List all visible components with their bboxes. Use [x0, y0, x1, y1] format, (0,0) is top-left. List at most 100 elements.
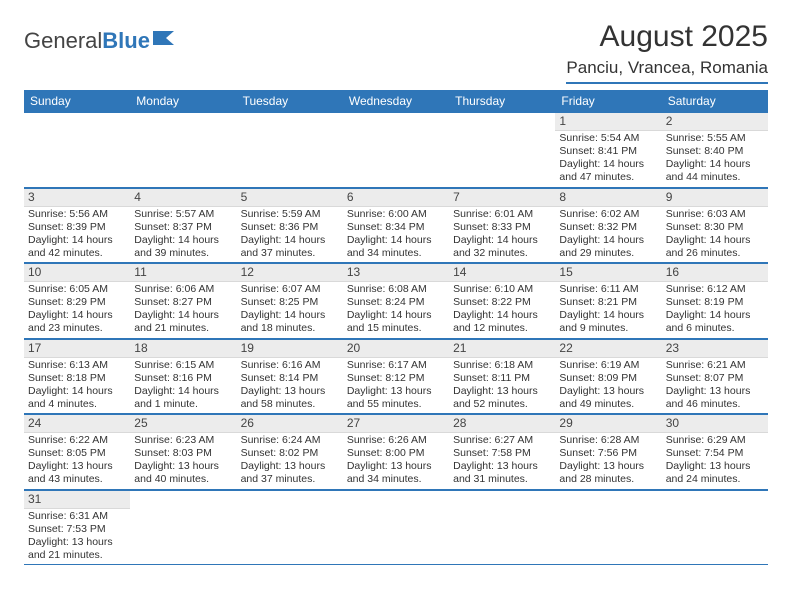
- day-number: 2: [662, 113, 768, 131]
- calendar-grid: SundayMondayTuesdayWednesdayThursdayFrid…: [24, 90, 768, 565]
- day-cell: 11Sunrise: 6:06 AMSunset: 8:27 PMDayligh…: [130, 264, 236, 338]
- day-info-line: Sunset: 8:09 PM: [555, 372, 661, 385]
- day-info-line: Sunset: 8:30 PM: [662, 221, 768, 234]
- day-number: 10: [24, 264, 130, 282]
- dow-cell: Monday: [130, 90, 236, 112]
- day-cell: 15Sunrise: 6:11 AMSunset: 8:21 PMDayligh…: [555, 264, 661, 338]
- day-cell: 19Sunrise: 6:16 AMSunset: 8:14 PMDayligh…: [237, 340, 343, 414]
- day-info-line: Sunrise: 6:21 AM: [662, 359, 768, 372]
- day-number: 5: [237, 189, 343, 207]
- day-info-line: Sunrise: 6:08 AM: [343, 283, 449, 296]
- day-info-line: Daylight: 14 hours: [24, 234, 130, 247]
- day-info-line: Sunrise: 6:12 AM: [662, 283, 768, 296]
- day-number: 15: [555, 264, 661, 282]
- day-number: 24: [24, 415, 130, 433]
- day-info-line: Daylight: 14 hours: [130, 309, 236, 322]
- day-number: 6: [343, 189, 449, 207]
- day-info-line: Sunset: 8:21 PM: [555, 296, 661, 309]
- day-info-line: Daylight: 14 hours: [662, 158, 768, 171]
- day-info-line: and 44 minutes.: [662, 171, 768, 184]
- day-info-line: Sunset: 7:54 PM: [662, 447, 768, 460]
- day-info-line: and 43 minutes.: [24, 473, 130, 486]
- day-info-line: Daylight: 13 hours: [130, 460, 236, 473]
- day-info-line: Daylight: 13 hours: [449, 460, 555, 473]
- day-info-line: Daylight: 14 hours: [130, 385, 236, 398]
- dow-header-row: SundayMondayTuesdayWednesdayThursdayFrid…: [24, 90, 768, 112]
- dow-cell: Friday: [555, 90, 661, 112]
- day-number: 28: [449, 415, 555, 433]
- day-number: 11: [130, 264, 236, 282]
- day-info-line: Sunset: 8:02 PM: [237, 447, 343, 460]
- day-info-line: and 37 minutes.: [237, 247, 343, 260]
- day-info-line: Sunset: 8:14 PM: [237, 372, 343, 385]
- day-info-line: Sunrise: 6:00 AM: [343, 208, 449, 221]
- day-info-line: Sunrise: 5:55 AM: [662, 132, 768, 145]
- day-info-line: and 42 minutes.: [24, 247, 130, 260]
- day-cell: 8Sunrise: 6:02 AMSunset: 8:32 PMDaylight…: [555, 189, 661, 263]
- dow-cell: Wednesday: [343, 90, 449, 112]
- day-info-line: and 32 minutes.: [449, 247, 555, 260]
- day-cell: 21Sunrise: 6:18 AMSunset: 8:11 PMDayligh…: [449, 340, 555, 414]
- day-cell: [130, 113, 236, 187]
- day-cell: 1Sunrise: 5:54 AMSunset: 8:41 PMDaylight…: [555, 113, 661, 187]
- day-number: 20: [343, 340, 449, 358]
- day-info-line: Sunset: 8:40 PM: [662, 145, 768, 158]
- day-info-line: Sunset: 8:37 PM: [130, 221, 236, 234]
- day-info-line: Daylight: 14 hours: [237, 309, 343, 322]
- day-cell: 14Sunrise: 6:10 AMSunset: 8:22 PMDayligh…: [449, 264, 555, 338]
- day-number: 7: [449, 189, 555, 207]
- day-info-line: Sunset: 8:18 PM: [24, 372, 130, 385]
- day-info-line: Sunset: 8:07 PM: [662, 372, 768, 385]
- day-info-line: Sunset: 8:11 PM: [449, 372, 555, 385]
- day-info-line: Sunrise: 6:03 AM: [662, 208, 768, 221]
- day-info-line: Sunrise: 6:19 AM: [555, 359, 661, 372]
- day-info-line: Daylight: 13 hours: [662, 460, 768, 473]
- day-info-line: Sunrise: 5:59 AM: [237, 208, 343, 221]
- day-info-line: Daylight: 14 hours: [130, 234, 236, 247]
- day-number: 23: [662, 340, 768, 358]
- day-info-line: Sunset: 8:24 PM: [343, 296, 449, 309]
- day-number: 18: [130, 340, 236, 358]
- day-info-line: Sunset: 8:36 PM: [237, 221, 343, 234]
- day-cell: 12Sunrise: 6:07 AMSunset: 8:25 PMDayligh…: [237, 264, 343, 338]
- day-info-line: Sunset: 8:34 PM: [343, 221, 449, 234]
- day-info-line: and 34 minutes.: [343, 473, 449, 486]
- day-number: 9: [662, 189, 768, 207]
- month-title: August 2025: [566, 20, 768, 54]
- weeks-container: 1Sunrise: 5:54 AMSunset: 8:41 PMDaylight…: [24, 112, 768, 565]
- day-info-line: and 1 minute.: [130, 398, 236, 411]
- day-info-line: and 24 minutes.: [662, 473, 768, 486]
- day-info-line: Daylight: 14 hours: [662, 309, 768, 322]
- day-cell: 27Sunrise: 6:26 AMSunset: 8:00 PMDayligh…: [343, 415, 449, 489]
- day-info-line: and 49 minutes.: [555, 398, 661, 411]
- day-info-line: Sunrise: 5:54 AM: [555, 132, 661, 145]
- day-info-line: Daylight: 14 hours: [24, 309, 130, 322]
- title-block: August 2025 Panciu, Vrancea, Romania: [566, 20, 768, 84]
- day-cell: 29Sunrise: 6:28 AMSunset: 7:56 PMDayligh…: [555, 415, 661, 489]
- day-info-line: Daylight: 14 hours: [24, 385, 130, 398]
- day-cell: 24Sunrise: 6:22 AMSunset: 8:05 PMDayligh…: [24, 415, 130, 489]
- day-cell: [237, 113, 343, 187]
- day-info-line: Sunrise: 6:26 AM: [343, 434, 449, 447]
- day-info-line: Sunset: 8:25 PM: [237, 296, 343, 309]
- day-info-line: Daylight: 13 hours: [24, 460, 130, 473]
- day-cell: [24, 113, 130, 187]
- day-info-line: Daylight: 14 hours: [343, 234, 449, 247]
- day-number: 27: [343, 415, 449, 433]
- day-info-line: Sunset: 8:00 PM: [343, 447, 449, 460]
- day-number: 19: [237, 340, 343, 358]
- day-number: 22: [555, 340, 661, 358]
- day-cell: [237, 491, 343, 565]
- day-info-line: Sunrise: 6:05 AM: [24, 283, 130, 296]
- day-info-line: Sunset: 8:33 PM: [449, 221, 555, 234]
- day-cell: 26Sunrise: 6:24 AMSunset: 8:02 PMDayligh…: [237, 415, 343, 489]
- day-number: 31: [24, 491, 130, 509]
- day-info-line: Daylight: 13 hours: [343, 385, 449, 398]
- day-info-line: Daylight: 13 hours: [449, 385, 555, 398]
- day-info-line: Sunset: 8:41 PM: [555, 145, 661, 158]
- day-info-line: Daylight: 13 hours: [24, 536, 130, 549]
- day-cell: 31Sunrise: 6:31 AMSunset: 7:53 PMDayligh…: [24, 491, 130, 565]
- day-info-line: Daylight: 14 hours: [555, 234, 661, 247]
- day-info-line: Daylight: 14 hours: [555, 309, 661, 322]
- day-info-line: Daylight: 13 hours: [662, 385, 768, 398]
